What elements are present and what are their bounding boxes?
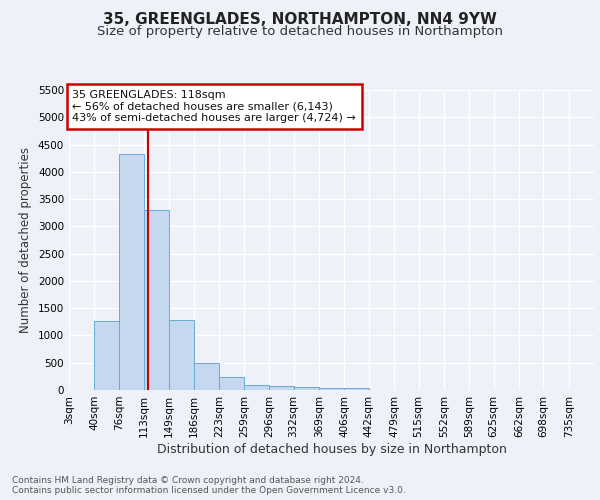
Text: 35, GREENGLADES, NORTHAMPTON, NN4 9YW: 35, GREENGLADES, NORTHAMPTON, NN4 9YW [103,12,497,28]
Bar [319,388,344,390]
Bar [269,386,293,390]
Bar [169,320,194,390]
Text: 35 GREENGLADES: 118sqm
← 56% of detached houses are smaller (6,143)
43% of semi-: 35 GREENGLADES: 118sqm ← 56% of detached… [73,90,356,123]
Text: Size of property relative to detached houses in Northampton: Size of property relative to detached ho… [97,25,503,38]
Bar [144,210,169,390]
Y-axis label: Number of detached properties: Number of detached properties [19,147,32,333]
Text: Contains HM Land Registry data © Crown copyright and database right 2024.
Contai: Contains HM Land Registry data © Crown c… [12,476,406,495]
X-axis label: Distribution of detached houses by size in Northampton: Distribution of detached houses by size … [157,442,506,456]
Bar [194,364,219,390]
Bar [344,388,369,390]
Bar [119,154,144,390]
Bar [219,377,244,390]
Bar [94,320,119,390]
Bar [244,385,269,390]
Bar [293,387,319,390]
